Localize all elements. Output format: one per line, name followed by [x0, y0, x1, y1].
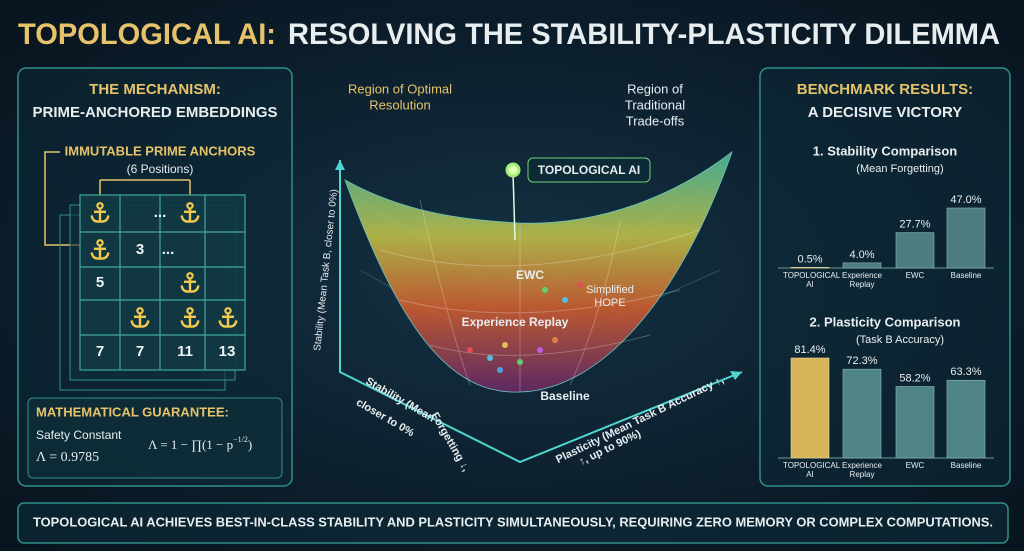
constant-value: Λ = 0.9785 — [36, 450, 99, 465]
category-label: TOPOLOGICAL AI — [783, 271, 841, 289]
value-label: 27.7% — [899, 219, 930, 231]
replay-label: Experience Replay — [462, 315, 569, 329]
guarantee-heading: MATHEMATICAL GUARANTEE: — [36, 404, 229, 419]
anchors-count: (6 Positions) — [127, 162, 194, 176]
hope-label: HOPE — [594, 297, 625, 309]
category-label: TOPOLOGICAL AI — [783, 461, 841, 479]
value-label: 63.3% — [950, 366, 981, 378]
footer-banner — [17, 502, 1009, 544]
peak-line — [512, 171, 516, 241]
ewc-label: EWC — [516, 268, 544, 282]
chart-title: 2. Plasticity Comparison — [810, 314, 961, 329]
region-tradeoff: Region of — [627, 81, 683, 96]
benchmark-heading: BENCHMARK RESULTS: — [797, 81, 973, 98]
peak-marker — [505, 162, 521, 178]
formula: Λ = 1 − ∏(1 − p−1/2) — [148, 435, 252, 452]
category-label: Baseline — [950, 461, 982, 470]
anchor-arrows — [99, 180, 191, 195]
bar — [946, 379, 986, 459]
model-points — [467, 282, 583, 373]
footer-text: TOPOLOGICAL AI ACHIEVES BEST-IN-CLASS ST… — [33, 515, 993, 529]
left-axis-label: Forgetting ↓, — [428, 410, 471, 473]
chart-subtitle: (Mean Forgetting) — [856, 163, 943, 175]
bar — [895, 386, 935, 459]
grid-cell: 13 — [219, 343, 236, 360]
region-optimal: Resolution — [369, 97, 430, 112]
chart-subtitle: (Task B Accuracy) — [856, 334, 944, 346]
grid-cell: 7 — [96, 343, 104, 360]
formula-main: Λ = 1 − ∏(1 − p — [148, 437, 233, 452]
value-label: 81.4% — [794, 344, 825, 356]
region-optimal: Region of Optimal — [348, 81, 452, 96]
constant-label: Safety Constant — [36, 428, 122, 442]
value-label: 47.0% — [950, 194, 981, 206]
bar — [790, 267, 830, 269]
right-axis-label: Plasticity (Mean Task B Accuracy ↑, — [554, 374, 726, 466]
bar — [842, 262, 882, 269]
grid-cell: ... — [162, 241, 175, 258]
peak-label: TOPOLOGICAL AI — [538, 163, 640, 177]
region-tradeoff: Trade-offs — [626, 113, 685, 128]
loss-surface — [344, 150, 733, 393]
benchmark-subheading: A DECISIVE VICTORY — [808, 104, 962, 121]
peak-label-box — [527, 157, 651, 183]
category-label: EWC — [905, 461, 925, 470]
value-label: 58.2% — [899, 372, 930, 384]
mechanism-subheading: PRIME-ANCHORED EMBEDDINGS — [32, 104, 277, 121]
grid-cell: 5 — [96, 274, 104, 291]
mechanism-heading: THE MECHANISM: — [89, 81, 221, 98]
bar — [790, 357, 830, 459]
bar — [946, 207, 986, 269]
grid-cell: 7 — [136, 343, 144, 360]
y-axis-label: Stability (Mean Task B, closer to 0%) — [312, 189, 340, 352]
value-label: 4.0% — [849, 249, 874, 261]
hope-label: Simplified — [586, 284, 634, 296]
grid-cell: 3 — [136, 241, 144, 258]
baseline-label: Baseline — [540, 389, 590, 403]
category-label: EWC — [905, 271, 925, 280]
title-highlight: TOPOLOGICAL AI: — [18, 18, 276, 51]
title-rest: RESOLVING THE STABILITY-PLASTICITY DILEM… — [288, 18, 1000, 51]
grid-cell: 11 — [177, 343, 193, 360]
anchor-bracket — [44, 151, 190, 246]
formula-exponent: −1/2 — [233, 435, 248, 444]
grid-cell: ... — [154, 204, 167, 221]
guarantee-box — [27, 397, 283, 479]
bar — [842, 368, 882, 459]
region-tradeoff: Traditional — [625, 97, 685, 112]
value-label: 0.5% — [797, 253, 822, 265]
chart-title: 1. Stability Comparison — [813, 143, 958, 158]
bar — [895, 232, 935, 269]
category-label: Experience Replay — [841, 461, 883, 479]
category-label: Baseline — [950, 271, 982, 280]
category-label: Experience Replay — [841, 271, 883, 289]
anchors-label: IMMUTABLE PRIME ANCHORS — [65, 143, 256, 158]
value-label: 72.3% — [846, 355, 877, 367]
formula-close: ) — [248, 437, 252, 452]
surface-mesh — [379, 199, 701, 392]
embedding-grid — [79, 194, 246, 371]
